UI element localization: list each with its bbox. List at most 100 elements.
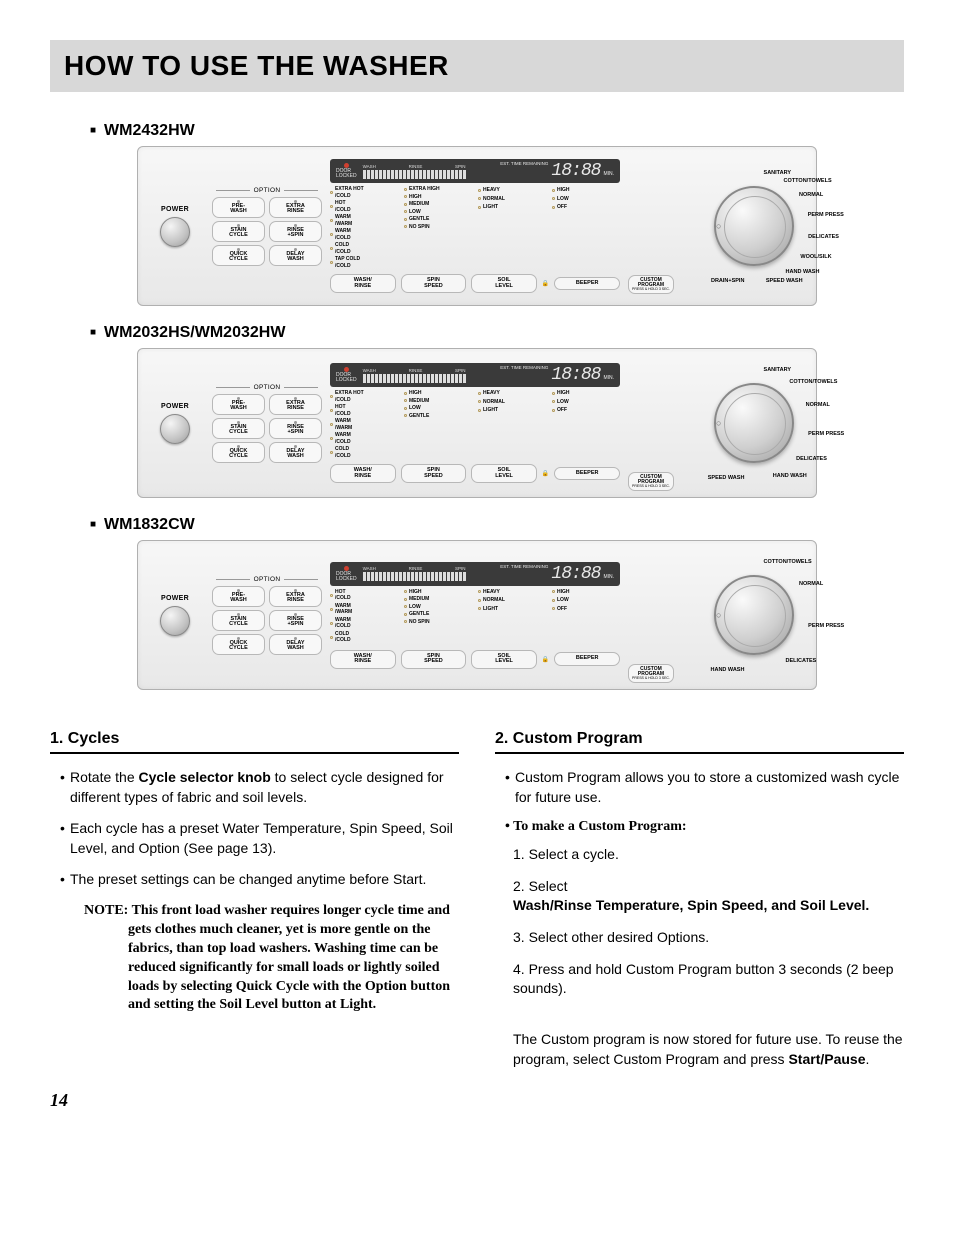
option-row: PRE-WASHEXTRARINSE bbox=[212, 394, 322, 415]
settings-column: HIGHMEDIUMLOWGENTLE bbox=[404, 390, 472, 459]
option-button[interactable]: STAINCYCLE bbox=[212, 610, 265, 631]
cycle-dial[interactable] bbox=[714, 575, 794, 655]
cycle-label: SPEED WASH bbox=[766, 278, 826, 284]
model-heading: WM2432HW bbox=[90, 122, 904, 140]
lock-icon: 🔒 bbox=[542, 656, 549, 663]
cycle-label: WOOL/SILK bbox=[800, 254, 860, 260]
option-button[interactable]: QUICKCYCLE bbox=[212, 634, 265, 655]
option-column: OPTION PRE-WASHEXTRARINSESTAINCYCLERINSE… bbox=[212, 384, 322, 463]
indicator: HIGH bbox=[404, 589, 472, 596]
option-header: OPTION bbox=[212, 576, 322, 583]
indicator: EXTRA HOT/COLD bbox=[330, 390, 398, 403]
indicator: WARM/WARM bbox=[330, 214, 398, 227]
control-button[interactable]: BEEPER bbox=[554, 652, 620, 666]
power-label: POWER bbox=[161, 403, 189, 410]
option-button[interactable]: DELAYWASH bbox=[269, 245, 322, 266]
cycles-bullet-3: The preset settings can be changed anyti… bbox=[60, 870, 459, 890]
cycle-label: DELICATES bbox=[786, 658, 846, 664]
text: . bbox=[866, 1051, 870, 1067]
cycle-label: DRAIN+SPIN bbox=[684, 278, 744, 284]
model-heading: WM1832CW bbox=[90, 516, 904, 534]
settings-column: EXTRA HOT/COLDHOT/COLDWARM/WARMWARM/COLD… bbox=[330, 186, 398, 269]
indicator: NO SPIN bbox=[404, 619, 472, 626]
control-button[interactable]: BEEPER bbox=[554, 467, 620, 481]
option-button[interactable]: PRE-WASH bbox=[212, 586, 265, 607]
cycle-label: SANITARY bbox=[764, 170, 824, 176]
control-button[interactable]: SOILLEVEL bbox=[471, 274, 537, 293]
option-button[interactable]: STAINCYCLE bbox=[212, 221, 265, 242]
page-title-bar: HOW TO USE THE WASHER bbox=[50, 40, 904, 92]
option-button[interactable]: RINSE+SPIN bbox=[269, 610, 322, 631]
indicator: HIGH bbox=[552, 390, 620, 397]
indicator: WARM/COLD bbox=[330, 432, 398, 445]
option-button[interactable]: DELAYWASH bbox=[269, 634, 322, 655]
settings-grid: EXTRA HOT/COLDHOT/COLDWARM/WARMWARM/COLD… bbox=[330, 390, 620, 459]
option-button[interactable]: PRE-WASH bbox=[212, 197, 265, 218]
option-button[interactable]: DELAYWASH bbox=[269, 442, 322, 463]
option-header: OPTION bbox=[212, 384, 322, 391]
option-button[interactable]: STAINCYCLE bbox=[212, 418, 265, 439]
control-button[interactable]: WASH/RINSE bbox=[330, 650, 396, 669]
progress-indicator: WASHRINSESPIN bbox=[363, 368, 466, 383]
cycle-label: DELICATES bbox=[808, 234, 868, 240]
settings-column: HEAVYNORMALLIGHT bbox=[478, 589, 546, 645]
indicator: HIGH bbox=[552, 589, 620, 596]
custom-steps: Select a cycle. Select Wash/Rinse Temper… bbox=[495, 845, 904, 999]
cycle-label: PERM PRESS bbox=[808, 212, 868, 218]
cycle-dial[interactable] bbox=[714, 383, 794, 463]
power-button[interactable] bbox=[160, 606, 190, 636]
control-button[interactable]: SPINSPEED bbox=[401, 464, 467, 483]
panel-wrap: POWER OPTION PRE-WASHEXTRARINSESTAINCYCL… bbox=[50, 348, 904, 498]
control-button[interactable]: WASH/RINSE bbox=[330, 464, 396, 483]
cycle-label: HAND WASH bbox=[684, 667, 744, 673]
control-button[interactable]: SPINSPEED bbox=[401, 274, 467, 293]
indicator: COLD/COLD bbox=[330, 631, 398, 644]
indicator: TAP COLD/COLD bbox=[330, 256, 398, 269]
indicator: OFF bbox=[552, 407, 620, 414]
cycle-label: HAND WASH bbox=[786, 269, 846, 275]
option-button[interactable]: QUICKCYCLE bbox=[212, 442, 265, 463]
indicator: COLD/COLD bbox=[330, 242, 398, 255]
control-panel: POWER OPTION PRE-WASHEXTRARINSESTAINCYCL… bbox=[137, 348, 817, 498]
custom-make: • To make a Custom Program: bbox=[495, 819, 904, 835]
control-button[interactable]: SOILLEVEL bbox=[471, 464, 537, 483]
custom-section: 2. Custom Program Custom Program allows … bbox=[495, 730, 904, 1070]
power-column: POWER bbox=[146, 403, 204, 444]
cycle-label: DELICATES bbox=[796, 456, 856, 462]
option-button[interactable]: EXTRARINSE bbox=[269, 197, 322, 218]
indicator: HEAVY bbox=[478, 589, 546, 596]
control-panel: POWER OPTION PRE-WASHEXTRARINSESTAINCYCL… bbox=[137, 540, 817, 690]
center-column: DOORLOCKED WASHRINSESPIN EST. TIME REMAI… bbox=[330, 159, 620, 293]
cycle-label: HAND WASH bbox=[773, 473, 833, 479]
dial-column: SANITARYCOTTON/TOWELSNORMALPERM PRESSDEL… bbox=[628, 156, 808, 296]
power-button[interactable] bbox=[160, 217, 190, 247]
indicator: HOT/COLD bbox=[330, 404, 398, 417]
power-button[interactable] bbox=[160, 414, 190, 444]
indicator: MEDIUM bbox=[404, 398, 472, 405]
custom-program-button[interactable]: CUSTOMPROGRAMPRESS & HOLD 3 SEC. bbox=[628, 275, 674, 295]
cycle-label: COTTON/TOWELS bbox=[764, 559, 824, 565]
door-locked-indicator: DOORLOCKED bbox=[336, 163, 357, 179]
option-button[interactable]: EXTRARINSE bbox=[269, 586, 322, 607]
control-button[interactable]: WASH/RINSE bbox=[330, 274, 396, 293]
control-button[interactable]: SOILLEVEL bbox=[471, 650, 537, 669]
option-button[interactable]: EXTRARINSE bbox=[269, 394, 322, 415]
cycle-dial[interactable] bbox=[714, 186, 794, 266]
option-button[interactable]: PRE-WASH bbox=[212, 394, 265, 415]
indicator: HEAVY bbox=[478, 390, 546, 397]
models-container: WM2432HW POWER OPTION PRE-WASHEXTRARINSE… bbox=[50, 122, 904, 690]
door-locked-indicator: DOORLOCKED bbox=[336, 566, 357, 582]
custom-program-button[interactable]: CUSTOMPROGRAMPRESS & HOLD 3 SEC. bbox=[628, 472, 674, 492]
cycle-label: NORMAL bbox=[799, 192, 859, 198]
cycles-bullet-2: Each cycle has a preset Water Temperatur… bbox=[60, 819, 459, 858]
indicator: HEAVY bbox=[478, 187, 546, 194]
progress-indicator: WASHRINSESPIN bbox=[363, 566, 466, 581]
cycles-heading: 1. Cycles bbox=[50, 730, 459, 754]
control-button[interactable]: SPINSPEED bbox=[401, 650, 467, 669]
dial-column: COTTON/TOWELSNORMALPERM PRESSDELICATESHA… bbox=[628, 545, 808, 685]
control-button[interactable]: BEEPER bbox=[554, 277, 620, 291]
option-button[interactable]: RINSE+SPIN bbox=[269, 418, 322, 439]
option-button[interactable]: RINSE+SPIN bbox=[269, 221, 322, 242]
option-button[interactable]: QUICKCYCLE bbox=[212, 245, 265, 266]
custom-program-button[interactable]: CUSTOMPROGRAMPRESS & HOLD 3 SEC. bbox=[628, 664, 674, 684]
